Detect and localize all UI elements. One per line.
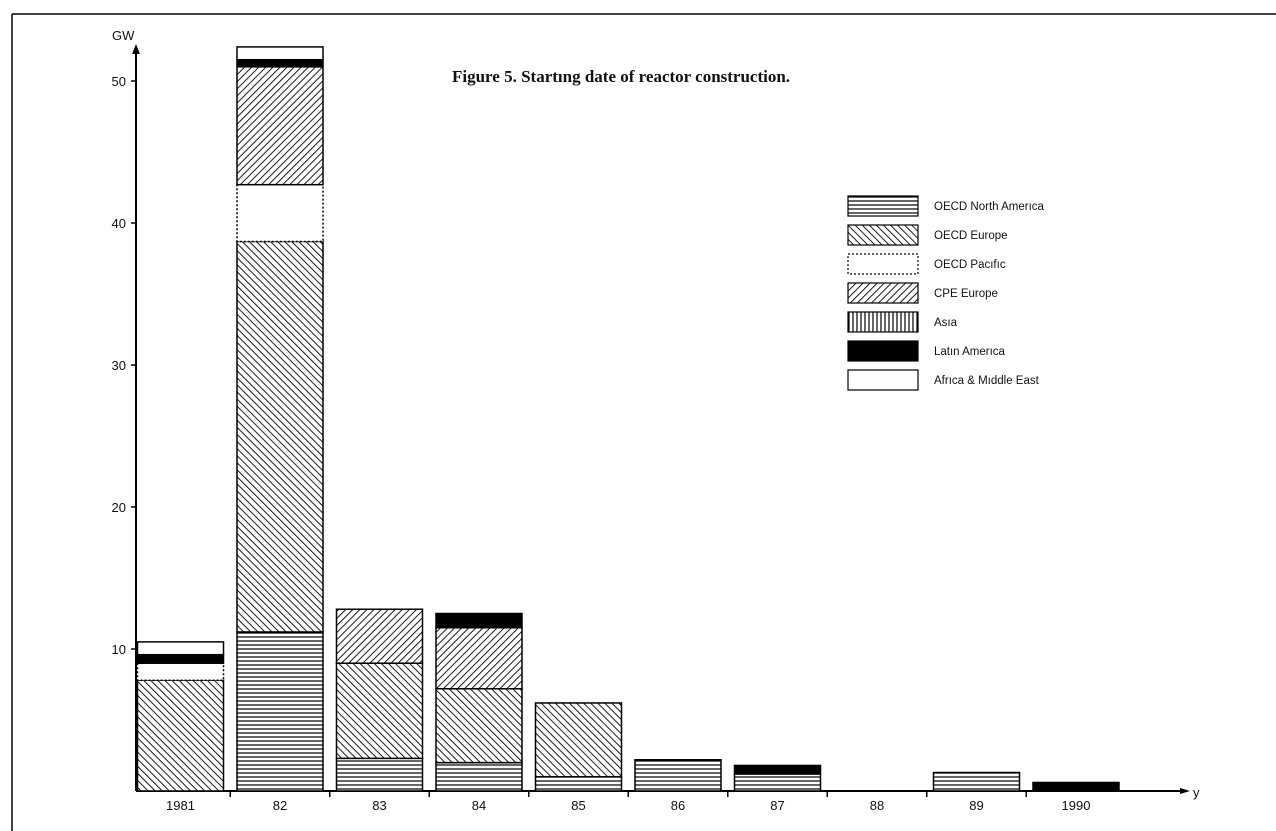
x-tick-label: 86 bbox=[671, 798, 685, 813]
bar-segment-lat-n-amer-ca bbox=[733, 764, 822, 775]
bar-segment-lat-n-amer-ca bbox=[435, 612, 523, 629]
legend-swatch-oecd-north-amer-ca bbox=[847, 195, 919, 217]
y-axis-arrow bbox=[132, 44, 140, 54]
legend-label: OECD North Amerıca bbox=[934, 201, 1045, 213]
bar-segment-oecd-north-amer-ca bbox=[435, 761, 523, 792]
bar-segment-cpe-europe bbox=[335, 608, 424, 664]
bar-segment-oecd-pac-f-c bbox=[236, 183, 324, 243]
x-tick-label: 84 bbox=[472, 798, 486, 813]
legend-swatch-oecd-pac-f-c bbox=[847, 253, 919, 275]
legend: OECD North Amerıca OECD Europe OECD Pacıfı… bbox=[847, 195, 1045, 391]
bar-segment-oecd-europe bbox=[435, 688, 523, 764]
legend-swatch-as-a bbox=[847, 311, 919, 333]
bar-segment-oecd-north-amer-ca bbox=[335, 757, 424, 792]
legend-swatch-lat-n-amer-ca bbox=[847, 340, 919, 362]
x-axis-unit: y bbox=[1193, 785, 1200, 800]
bar-segment-afr-ca-m-ddle-east bbox=[236, 46, 324, 61]
bar-segment-lat-n-amer-ca bbox=[236, 58, 324, 68]
bar-segment-oecd-north-amer-ca bbox=[932, 771, 1021, 792]
figure-title: Figure 5. Startıng date of reactor const… bbox=[452, 67, 790, 86]
legend-label: Afrıca & Mıddle East bbox=[934, 375, 1040, 387]
legend-label: Asıa bbox=[934, 317, 958, 329]
y-tick-label: 20 bbox=[112, 500, 126, 515]
x-tick-label: 1981 bbox=[166, 798, 195, 813]
y-tick-label: 30 bbox=[112, 358, 126, 373]
y-tick-label: 50 bbox=[112, 74, 126, 89]
bar-segment-oecd-pac-f-c bbox=[136, 662, 225, 681]
x-tick-label: 85 bbox=[571, 798, 585, 813]
bar-segment-lat-n-amer-ca bbox=[136, 653, 225, 664]
y-tick-label: 10 bbox=[112, 642, 126, 657]
bar-segment-oecd-north-amer-ca bbox=[534, 776, 623, 792]
bar-segment-oecd-europe bbox=[534, 702, 623, 778]
legend-swatch-cpe-europe bbox=[847, 282, 919, 304]
bar-segment-afr-ca-m-ddle-east bbox=[136, 641, 225, 656]
x-axis-arrow bbox=[1180, 788, 1190, 794]
bar-segment-lat-n-amer-ca bbox=[1032, 781, 1120, 792]
y-tick-label: 40 bbox=[112, 216, 126, 231]
legend-swatch-afr-ca-m-ddle-east bbox=[847, 369, 919, 391]
x-tick-label: 89 bbox=[969, 798, 983, 813]
x-tick-label: 83 bbox=[372, 798, 386, 813]
legend-label: Latın Amerıca bbox=[934, 346, 1006, 358]
bar-segment-oecd-north-amer-ca bbox=[733, 773, 822, 792]
bar-segment-oecd-europe bbox=[136, 679, 225, 792]
y-ticks: 10 20 30 40 50 bbox=[112, 74, 136, 657]
y-axis-unit: GW bbox=[112, 28, 135, 43]
bar-segment-oecd-north-amer-ca bbox=[236, 631, 324, 792]
legend-swatch-oecd-europe bbox=[847, 224, 919, 246]
bar-segment-oecd-north-amer-ca bbox=[634, 759, 722, 792]
bar-segment-cpe-europe bbox=[236, 66, 324, 186]
x-ticks: 1981 82 83 84 85 86 87 88 89 1990 bbox=[166, 791, 1090, 813]
legend-label: OECD Pacıfıc bbox=[934, 259, 1006, 271]
bar-segment-oecd-europe bbox=[236, 240, 324, 633]
legend-label: OECD Europe bbox=[934, 230, 1008, 242]
bar-segment-oecd-europe bbox=[335, 662, 424, 760]
x-tick-label: 82 bbox=[273, 798, 287, 813]
x-tick-label: 1990 bbox=[1062, 798, 1091, 813]
x-tick-label: 87 bbox=[770, 798, 784, 813]
bar-segment-cpe-europe bbox=[435, 626, 523, 690]
legend-label: CPE Europe bbox=[934, 288, 998, 300]
x-tick-label: 88 bbox=[870, 798, 884, 813]
bars bbox=[136, 46, 1120, 792]
